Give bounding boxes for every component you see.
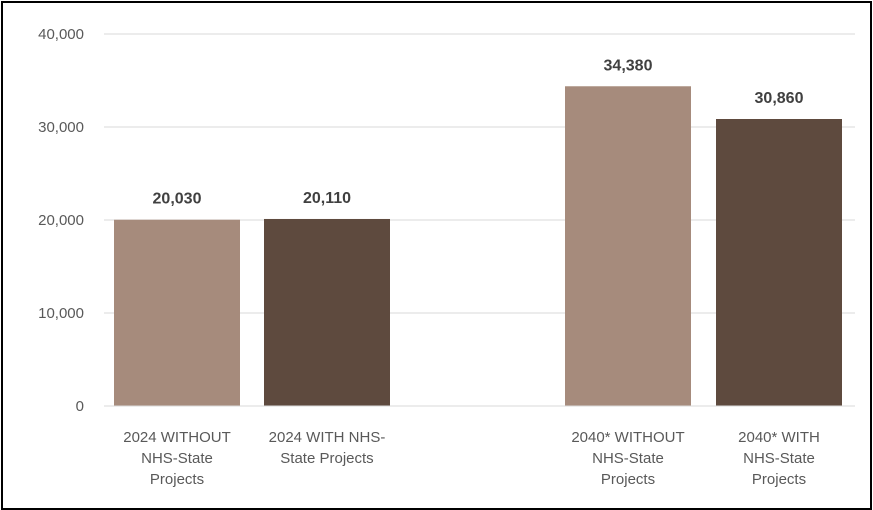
data-label: 20,030: [153, 191, 202, 208]
y-tick-label: 0: [76, 398, 84, 415]
bar: [264, 218, 390, 406]
x-tick-label: 2024 WITHOUT NHS-State Projects: [123, 429, 231, 488]
data-label: 34,380: [604, 57, 653, 74]
bar: [716, 119, 842, 406]
x-tick-label: 2040* WITHOUT NHS-State Projects: [571, 429, 684, 488]
y-tick-label: 40,000: [38, 26, 84, 43]
y-tick-label: 30,000: [38, 119, 84, 136]
data-label: 20,110: [303, 190, 351, 207]
y-tick-label: 10,000: [38, 305, 84, 322]
bar: [565, 86, 691, 407]
x-tick-label: 2040* WITH NHS-State Projects: [738, 429, 820, 488]
bar: [114, 219, 240, 406]
x-tick-label: 2024 WITH NHS-State Projects: [269, 429, 386, 467]
y-tick-label: 20,000: [38, 212, 84, 229]
data-label: 30,860: [755, 90, 804, 107]
